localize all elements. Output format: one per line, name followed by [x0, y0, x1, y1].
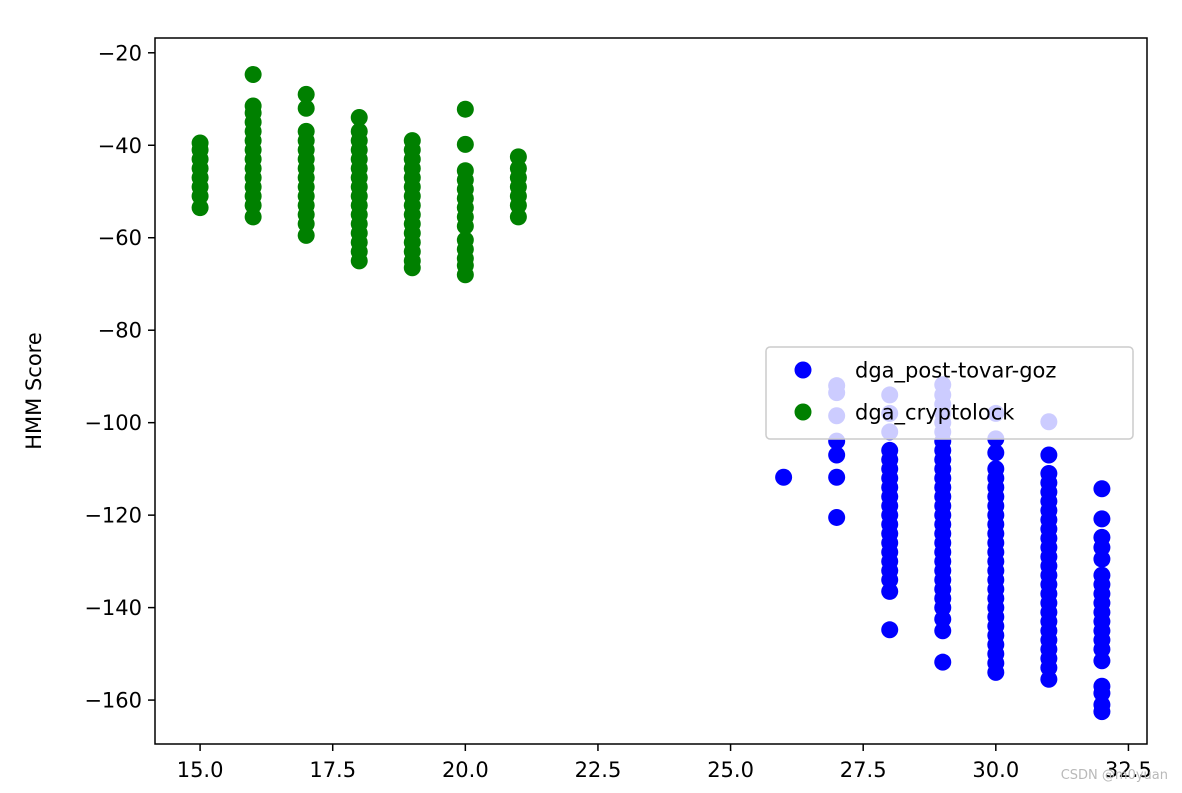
data-point [934, 622, 952, 640]
data-point [828, 508, 846, 526]
data-point [934, 653, 952, 671]
y-tick-label: −140 [84, 596, 142, 620]
x-tick-label: 20.0 [442, 758, 489, 782]
x-tick-label: 25.0 [707, 758, 754, 782]
y-axis-label: HMM Score [22, 332, 46, 450]
y-tick-label: −60 [98, 226, 142, 250]
data-point [456, 217, 474, 235]
data-point [403, 259, 421, 277]
data-point [297, 99, 315, 117]
legend: dga_post-tovar-goz dga_cryptolock [765, 346, 1134, 440]
data-point [1093, 703, 1111, 721]
data-point [350, 109, 368, 127]
data-point [1040, 670, 1058, 688]
y-tick-label: −120 [84, 504, 142, 528]
data-point [828, 468, 846, 486]
data-point [456, 100, 474, 118]
x-tick-label: 30.0 [972, 758, 1019, 782]
legend-label: dga_post-tovar-goz [855, 359, 1056, 384]
plot-frame [154, 37, 1148, 745]
data-point [456, 135, 474, 153]
data-point [191, 199, 209, 217]
data-point [881, 621, 899, 639]
data-point [828, 446, 846, 464]
legend-box [765, 346, 1134, 440]
data-point [1093, 550, 1111, 568]
data-point [350, 252, 368, 270]
data-point [881, 582, 899, 600]
x-tick-label: 32.5 [1105, 758, 1152, 782]
y-tick-label: −40 [98, 134, 142, 158]
data-point [775, 468, 793, 486]
legend-marker [794, 403, 812, 421]
y-axis: −20 −40 −60 −80 −100 −120 −140 −160 [84, 41, 155, 713]
data-point [297, 85, 315, 103]
data-point [1040, 446, 1058, 464]
data-point [244, 208, 262, 226]
y-tick-label: −160 [84, 689, 142, 713]
data-point [297, 226, 315, 244]
data-point [509, 208, 527, 226]
legend-label: dga_cryptolock [855, 401, 1015, 426]
y-tick-label: −80 [98, 319, 142, 343]
data-point [1093, 510, 1111, 528]
legend-marker [794, 361, 812, 379]
watermark-text: CSDN @m0yuan [1060, 768, 1168, 783]
y-tick-label: −20 [98, 41, 142, 65]
x-tick-label: 17.5 [309, 758, 356, 782]
x-tick-label: 22.5 [575, 758, 622, 782]
data-point [987, 663, 1005, 681]
x-axis: 15.0 17.5 20.0 22.5 25.0 27.5 30.0 32.5 [177, 744, 1152, 782]
data-point [987, 444, 1005, 462]
data-point [1093, 480, 1111, 498]
data-point [456, 266, 474, 284]
y-tick-label: −100 [84, 411, 142, 435]
x-tick-label: 15.0 [177, 758, 224, 782]
data-point [244, 66, 262, 84]
data-point [1093, 652, 1111, 670]
x-tick-label: 27.5 [840, 758, 887, 782]
